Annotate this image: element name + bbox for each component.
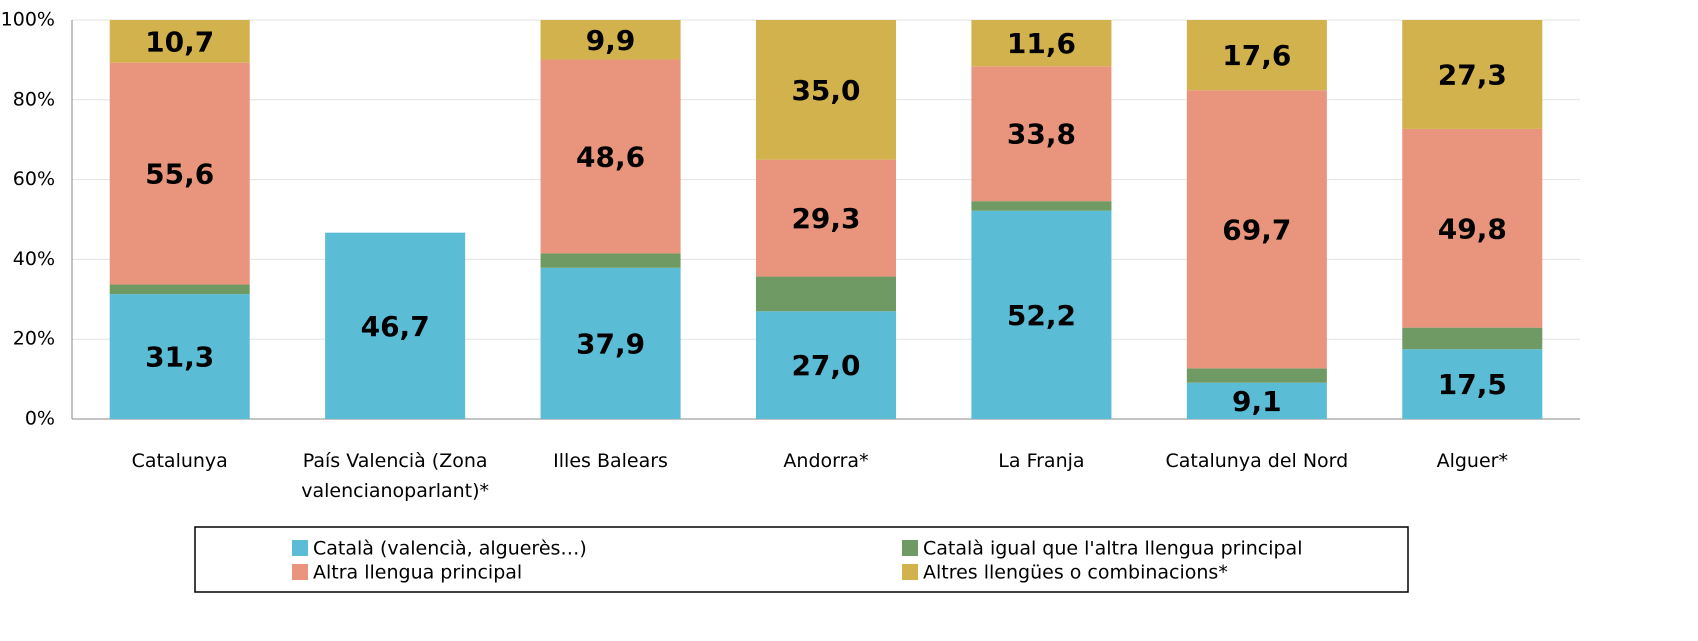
x-tick-label: Illes Balears <box>553 450 668 472</box>
x-tick-label: La Franja <box>998 450 1085 472</box>
bar-segment <box>755 20 897 160</box>
y-tick-label: 100% <box>1 9 55 31</box>
value-label: 69,7 <box>1222 213 1291 246</box>
bar-segment <box>540 253 681 268</box>
bar-segment <box>109 62 250 285</box>
legend-label: Altra llengua principal <box>313 562 522 584</box>
x-tick-label: Alguer* <box>1436 450 1508 472</box>
y-tick-label: 0% <box>25 408 55 430</box>
y-tick-label: 40% <box>13 248 55 270</box>
value-label: 9,1 <box>1232 385 1282 418</box>
value-label: 33,8 <box>1007 118 1076 151</box>
value-label: 9,9 <box>586 24 636 57</box>
bar-segment <box>1402 20 1543 129</box>
bar-segment <box>1402 128 1543 328</box>
bar-segment <box>971 20 1112 67</box>
legend-box <box>194 526 1409 593</box>
legend-label: Català (valencià, alguerès…) <box>313 538 587 560</box>
legend-label: Català igual que l'altra llengua princip… <box>923 538 1302 560</box>
bar-segment <box>109 294 250 419</box>
x-tick-label: País Valencià (Zona valencianoparlant)* <box>301 450 490 502</box>
legend-swatch <box>902 540 918 556</box>
bar-segment <box>1186 90 1327 369</box>
bar-segment <box>755 311 897 419</box>
bar-segment <box>1402 349 1543 419</box>
bar-segment <box>1186 368 1327 383</box>
value-label: 49,8 <box>1438 212 1507 245</box>
value-label: 35,0 <box>791 74 860 107</box>
bar-segment <box>540 267 681 419</box>
bar-segment <box>971 201 1112 211</box>
value-label: 46,7 <box>361 310 430 343</box>
value-label: 52,2 <box>1007 299 1076 332</box>
value-label: 17,5 <box>1438 368 1507 401</box>
value-label: 37,9 <box>576 327 645 360</box>
y-tick-label: 80% <box>13 88 55 110</box>
bar-segment <box>1186 20 1327 91</box>
y-tick-label: 20% <box>13 328 55 350</box>
value-label: 10,7 <box>145 25 214 58</box>
bar-segment <box>540 59 681 254</box>
bar-segment <box>109 20 250 63</box>
legend-swatch <box>292 564 308 580</box>
x-tick-label: Andorra* <box>783 450 869 472</box>
x-tick-label: Catalunya <box>131 450 228 472</box>
legend-swatch <box>902 564 918 580</box>
bar-segment <box>1186 382 1327 419</box>
legend-label: Altres llengües o combinacions* <box>923 562 1228 584</box>
value-label: 11,6 <box>1007 27 1076 60</box>
value-label: 31,3 <box>145 341 214 374</box>
legend-swatch <box>292 540 308 556</box>
bar-segment <box>325 232 466 419</box>
bar-segment <box>971 66 1112 202</box>
bar-segment <box>540 20 681 60</box>
bar-segment <box>971 210 1112 419</box>
value-label: 29,3 <box>791 202 860 235</box>
value-label: 48,6 <box>576 140 645 173</box>
value-label: 27,3 <box>1438 58 1507 91</box>
value-label: 27,0 <box>791 349 860 382</box>
bar-segment <box>755 276 897 312</box>
y-tick-label: 60% <box>13 168 55 190</box>
bar-segment <box>1402 327 1543 350</box>
value-label: 17,6 <box>1222 39 1291 72</box>
x-tick-label: Catalunya del Nord <box>1165 450 1349 472</box>
value-label: 55,6 <box>145 158 214 191</box>
bar-segment <box>755 159 897 277</box>
bar-segment <box>109 284 250 295</box>
